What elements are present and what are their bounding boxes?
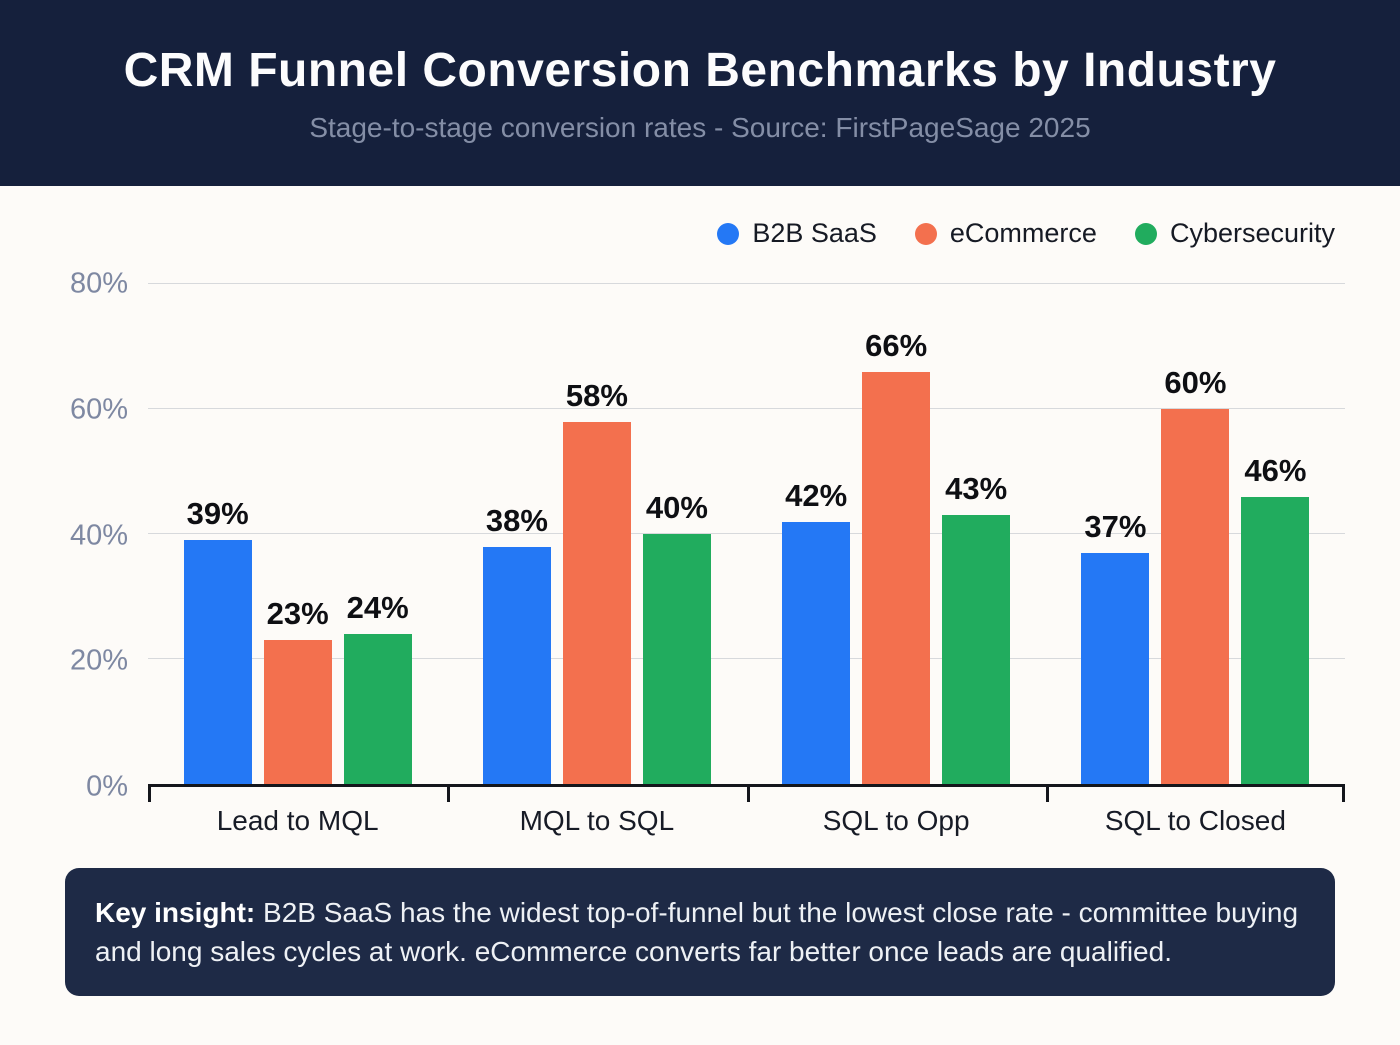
legend-dot-icon (717, 222, 740, 245)
bar-value-label: 42% (785, 477, 848, 513)
legend-item-ecommerce: eCommerce (914, 218, 1097, 249)
y-axis-tick-label: 40% (69, 519, 128, 551)
y-axis-tick-label: 20% (69, 644, 128, 677)
key-insight-label: Key insight: (95, 897, 256, 928)
page-title: CRM Funnel Conversion Benchmarks by Indu… (123, 43, 1277, 97)
header: CRM Funnel Conversion Benchmarks by Indu… (0, 0, 1400, 186)
key-insight-text: Key insight: B2B SaaS has the widest top… (95, 893, 1305, 971)
x-axis-tick (148, 787, 151, 802)
bar-value-label: 39% (186, 496, 249, 532)
bar-cybersecurity: 24% (343, 590, 412, 784)
x-axis-labels: Lead to MQL MQL to SQL SQL to Opp SQL to Cl… (148, 805, 1345, 837)
x-axis-tick (1342, 787, 1345, 802)
bar-cybersecurity: 40% (642, 490, 711, 784)
legend-item-b2b-saas: B2B SaaS (717, 218, 877, 249)
y-axis-labels: 0% 20% 40% 60% 80% (40, 268, 128, 803)
legend-label: Cybersecurity (1169, 218, 1335, 248)
x-axis-category-label: SQL to Opp (822, 805, 970, 836)
x-axis-tick (1045, 787, 1049, 802)
bar-groups: 39% 23% 24% 38% 58% 40% 42% 66% 43% 37% 60% 46% (148, 284, 1345, 784)
legend-dot-icon (1134, 222, 1157, 245)
bar-value-label: 23% (266, 596, 329, 632)
gridline (148, 407, 1345, 409)
x-axis-tick (746, 787, 750, 802)
key-insight-body: B2B SaaS has the widest top-of-funnel bu… (95, 897, 1299, 967)
legend-label: B2B SaaS (752, 218, 877, 248)
y-axis-tick-label: 0% (86, 770, 128, 803)
bar-group-mql-to-sql: 38% 58% 40% (447, 284, 746, 784)
bar-b2b-saas: 37% (1081, 509, 1150, 784)
x-axis-category-label: Lead to MQL (216, 805, 379, 836)
bar-value-label: 24% (346, 590, 409, 625)
bar-group-lead-to-mql: 39% 23% 24% (148, 284, 447, 784)
page-subtitle: Stage-to-stage conversion rates - Source… (309, 111, 1091, 143)
bar-b2b-saas: 39% (183, 496, 252, 784)
x-axis-category-label: MQL to SQL (519, 805, 675, 836)
chart-legend: B2B SaaS eCommerce Cybersecurity (717, 218, 1335, 249)
bar-group-sql-to-closed: 37% 60% 46% (1046, 284, 1345, 784)
legend-dot-icon (914, 222, 937, 245)
bar-ecommerce: 23% (263, 596, 332, 784)
key-insight-box: Key insight: B2B SaaS has the widest top… (65, 868, 1335, 996)
bar-cybersecurity: 43% (942, 471, 1011, 784)
bar-value-label: 66% (865, 327, 928, 363)
bar-group-sql-to-opp: 42% 66% 43% (747, 284, 1046, 784)
gridline (148, 657, 1345, 659)
bar-value-label: 40% (645, 490, 708, 525)
x-axis-category-label: SQL to Closed (1104, 805, 1286, 836)
bar-ecommerce: 60% (1161, 365, 1230, 784)
bar-value-label: 37% (1084, 508, 1147, 544)
gridline (148, 282, 1345, 284)
bar-chart-plot-area: 39% 23% 24% 38% 58% 40% 42% 66% 43% 37% 60% 46% Lea… (148, 282, 1345, 836)
bar-value-label: 38% (485, 502, 548, 538)
legend-label: eCommerce (949, 218, 1097, 248)
x-axis-tick (447, 787, 451, 802)
bar-ecommerce: 66% (862, 328, 931, 784)
gridline (148, 532, 1345, 534)
bar-value-label: 43% (945, 471, 1008, 507)
bar-value-label: 58% (565, 377, 628, 413)
bar-value-label: 46% (1244, 452, 1307, 488)
bar-cybersecurity: 46% (1241, 453, 1310, 784)
bar-ecommerce: 58% (562, 378, 631, 784)
legend-item-cybersecurity: Cybersecurity (1134, 218, 1335, 249)
bar-value-label: 60% (1164, 365, 1227, 400)
y-axis-tick-label: 60% (69, 393, 128, 426)
y-axis-tick-label: 80% (69, 267, 128, 300)
bar-b2b-saas: 38% (482, 503, 551, 784)
bar-b2b-saas: 42% (782, 478, 851, 784)
